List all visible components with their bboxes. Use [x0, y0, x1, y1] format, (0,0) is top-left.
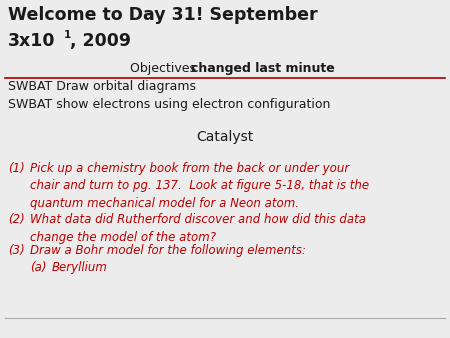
Text: Welcome to Day 31! September: Welcome to Day 31! September	[8, 6, 318, 24]
Text: Beryllium: Beryllium	[52, 261, 108, 274]
Text: What data did Rutherford discover and how did this data
change the model of the : What data did Rutherford discover and ho…	[30, 213, 366, 243]
Text: Pick up a chemistry book from the back or under your
chair and turn to pg. 137. : Pick up a chemistry book from the back o…	[30, 162, 369, 210]
Text: (3): (3)	[8, 244, 25, 257]
Text: , 2009: , 2009	[70, 32, 131, 50]
Text: 1: 1	[64, 30, 71, 40]
Text: SWBAT show electrons using electron configuration: SWBAT show electrons using electron conf…	[8, 98, 330, 111]
Text: Draw a Bohr model for the following elements:: Draw a Bohr model for the following elem…	[30, 244, 306, 257]
Text: (a): (a)	[30, 261, 46, 274]
Text: Catalyst: Catalyst	[196, 130, 254, 144]
Text: 3x10: 3x10	[8, 32, 55, 50]
Text: SWBAT Draw orbital diagrams: SWBAT Draw orbital diagrams	[8, 80, 196, 93]
Text: (1): (1)	[8, 162, 25, 175]
Text: changed last minute: changed last minute	[191, 62, 335, 75]
Text: (2): (2)	[8, 213, 25, 226]
Text: Objectives: Objectives	[130, 62, 200, 75]
